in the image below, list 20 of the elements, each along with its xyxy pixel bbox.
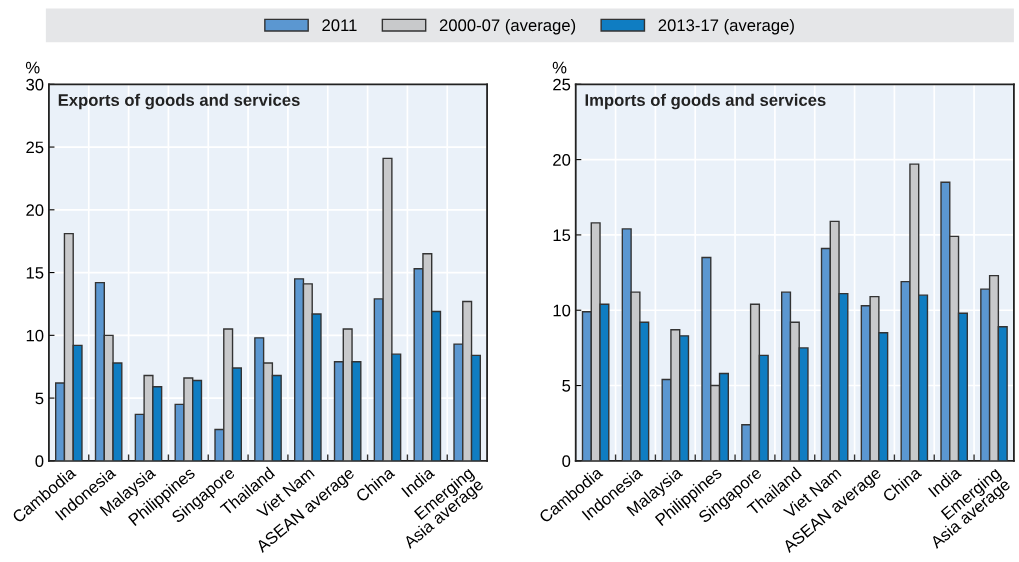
y-tick-label: 15 <box>553 229 571 242</box>
y-axis-title: % <box>552 61 567 74</box>
y-tick-label: 10 <box>26 329 44 342</box>
legend-label: 2011 <box>322 19 357 32</box>
y-tick-label: 25 <box>26 141 44 154</box>
y-tick-label: 10 <box>553 304 571 317</box>
y-tick-label: 0 <box>562 455 571 468</box>
legend-label: 2000-07 (average) <box>439 18 576 35</box>
y-axis-title: % <box>25 61 40 74</box>
y-tick-label: 20 <box>26 204 44 217</box>
y-tick-label: 0 <box>35 455 44 468</box>
y-tick-label: 25 <box>553 78 571 91</box>
y-tick-label: 15 <box>26 267 44 279</box>
y-tick-label: 5 <box>562 380 571 392</box>
text: Imports of goods and services <box>585 93 826 110</box>
legend-label: 2013-17 (average) <box>658 18 794 35</box>
text: Exports of goods and services <box>58 93 300 110</box>
y-tick-label: 30 <box>26 78 44 91</box>
y-tick-label: 20 <box>553 154 571 166</box>
y-tick-label: 5 <box>35 392 44 405</box>
